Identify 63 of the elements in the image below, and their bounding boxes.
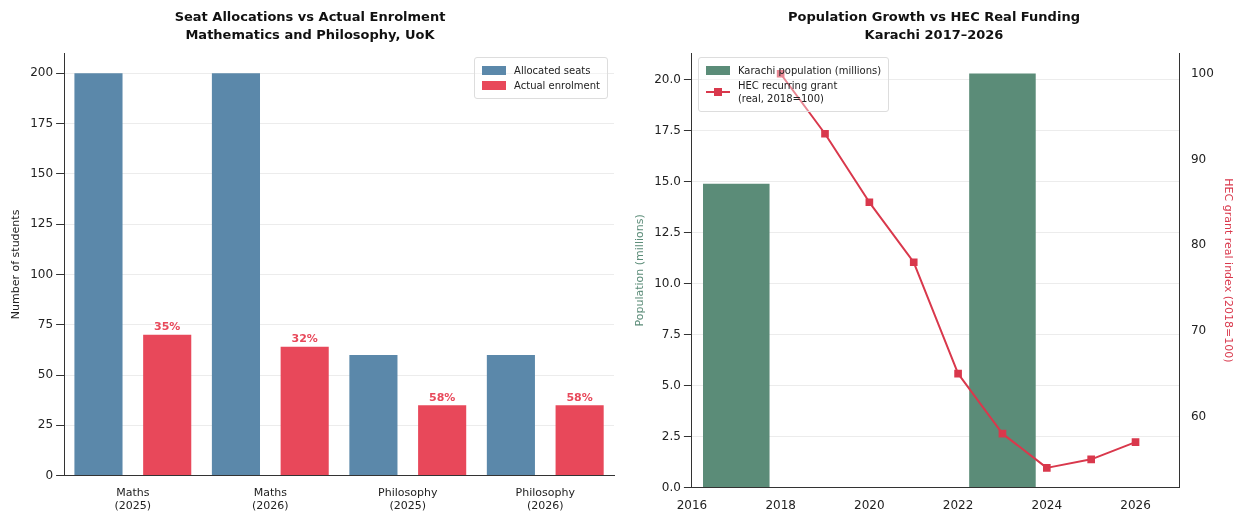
y-tick-label: 20.0: [654, 71, 681, 86]
legend-label: Allocated seats: [514, 64, 591, 78]
y2-axis-title: HEC grant real index (2018=100): [1221, 178, 1235, 363]
y-tick-label: 150: [30, 166, 54, 181]
annotation: 35%: [154, 320, 181, 334]
x-tick-label: 2018: [765, 497, 796, 512]
y-axis-title: Number of students: [9, 209, 23, 320]
bar: [349, 354, 398, 476]
bar: [418, 405, 467, 476]
chart-subtitle: Karachi 2017–2026: [864, 26, 1004, 42]
bar: [211, 73, 261, 476]
y-tick-label: 0: [45, 467, 54, 482]
y-tick-label: 12.5: [654, 224, 681, 239]
legend-label: HEC recurring grant (real, 2018=100): [737, 79, 838, 106]
annotation: 58%: [428, 390, 456, 404]
bar: [280, 346, 329, 476]
y-tick-label: 15.0: [654, 173, 681, 188]
y2-tick-label: 90: [1190, 151, 1207, 166]
annotation: 32%: [291, 332, 318, 346]
bar: [555, 405, 604, 476]
point: [865, 198, 874, 207]
y-tick-label: 175: [30, 115, 54, 130]
point: [1131, 438, 1140, 447]
point: [1087, 455, 1095, 464]
chart-title: Population Growth vs HEC Real Funding: [788, 9, 1080, 25]
legend-label: Karachi population (millions): [737, 64, 882, 78]
point: [909, 258, 918, 267]
bar: [486, 354, 535, 476]
y-tick-label: 5.0: [661, 377, 681, 392]
x-tick-label: Philosophy (2026): [515, 486, 576, 513]
y-tick-label: 0.0: [661, 479, 681, 494]
y2-tick-label: 60: [1190, 408, 1207, 423]
x-tick-label: Philosophy (2025): [378, 486, 438, 513]
y2-tick-label: 70: [1190, 322, 1207, 337]
y-tick-label: 100: [30, 266, 54, 281]
x-tick-label: 2024: [1031, 497, 1063, 512]
y-tick-label: 17.5: [654, 122, 681, 137]
y-tick-label: 2.5: [661, 428, 681, 443]
x-tick-label: Maths (2025): [114, 486, 152, 513]
y-tick-label: 10.0: [654, 275, 681, 290]
x-tick-label: 2016: [676, 497, 708, 512]
y-axis-title: Population (millions): [633, 214, 647, 327]
x-tick-label: 2026: [1120, 497, 1151, 512]
y-tick-label: 200: [30, 65, 54, 80]
point: [821, 129, 829, 138]
legend-label: Actual enrolment: [514, 79, 600, 93]
y2-tick-label: 100: [1190, 65, 1214, 80]
chart-title: Seat Allocations vs Actual Enrolment: [174, 9, 446, 25]
x-tick-label: 2022: [942, 497, 974, 512]
y-tick-label: 75: [37, 316, 54, 331]
x-tick-label: Maths (2026): [252, 486, 289, 513]
y2-tick-label: 80: [1190, 237, 1207, 252]
y-tick-label: 125: [30, 216, 54, 231]
x-tick-label: 2020: [854, 497, 885, 512]
annotation: 58%: [566, 390, 593, 404]
chart-subtitle: Mathematics and Philosophy, UoK: [185, 26, 436, 42]
y-tick-label: 50: [37, 367, 54, 382]
point: [1042, 464, 1051, 472]
y-tick-label: 25: [37, 417, 54, 432]
y-tick-label: 7.5: [661, 326, 681, 341]
bar: [143, 334, 192, 476]
bar: [74, 73, 123, 476]
point: [954, 369, 962, 378]
